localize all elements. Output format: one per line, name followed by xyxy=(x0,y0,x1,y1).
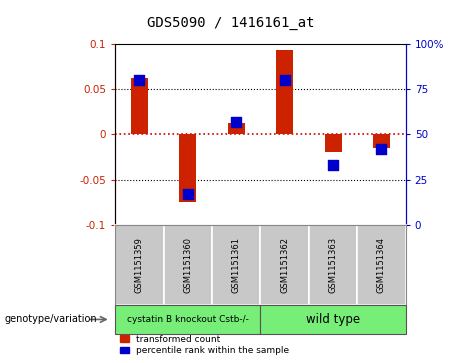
Bar xyxy=(115,305,260,334)
Bar xyxy=(373,134,390,148)
Bar xyxy=(164,225,212,305)
Point xyxy=(378,146,385,152)
Text: GSM1151361: GSM1151361 xyxy=(232,237,241,293)
Bar xyxy=(260,305,406,334)
Bar xyxy=(228,123,245,134)
Text: GDS5090 / 1416161_at: GDS5090 / 1416161_at xyxy=(147,16,314,30)
Text: GSM1151364: GSM1151364 xyxy=(377,237,386,293)
Text: GSM1151359: GSM1151359 xyxy=(135,237,144,293)
Text: cystatin B knockout Cstb-/-: cystatin B knockout Cstb-/- xyxy=(127,315,249,324)
Legend: transformed count, percentile rank within the sample: transformed count, percentile rank withi… xyxy=(120,335,289,355)
Text: genotype/variation: genotype/variation xyxy=(5,314,97,325)
Text: GSM1151362: GSM1151362 xyxy=(280,237,289,293)
Bar xyxy=(309,225,357,305)
Point xyxy=(184,191,192,197)
Point xyxy=(136,77,143,83)
Text: wild type: wild type xyxy=(306,313,360,326)
Bar xyxy=(260,225,309,305)
Text: GSM1151363: GSM1151363 xyxy=(329,237,337,293)
Bar xyxy=(115,225,164,305)
Bar xyxy=(276,50,293,134)
Point xyxy=(233,119,240,125)
Point xyxy=(281,77,289,83)
Point xyxy=(329,162,337,168)
Bar xyxy=(325,134,342,152)
Bar xyxy=(357,225,406,305)
Text: GSM1151360: GSM1151360 xyxy=(183,237,192,293)
Bar xyxy=(179,134,196,203)
Bar xyxy=(212,225,260,305)
Bar xyxy=(131,78,148,134)
